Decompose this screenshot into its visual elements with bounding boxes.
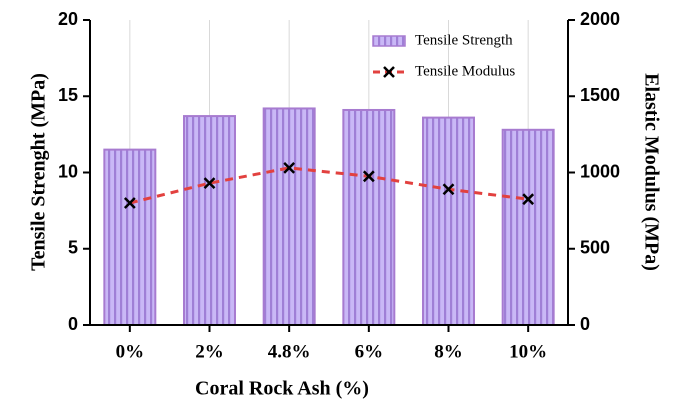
y2-tick-label: 1500 [580,85,620,105]
y-tick-label: 10 [58,161,78,181]
legend-swatch [372,35,406,47]
x-tick-label: 2% [195,341,224,362]
y2-tick-label: 0 [580,314,590,334]
marker [442,183,455,196]
legend-marker [383,66,395,78]
x-tick-label: 8% [434,341,463,362]
x-tick-label: 10% [509,341,547,362]
bar [501,128,555,326]
y-tick-label: 15 [58,85,78,105]
bar [262,107,316,326]
y2-tick-label: 2000 [580,9,620,29]
y2-tick-label: 500 [580,238,610,258]
bar [103,148,157,326]
bar [183,115,236,326]
legend-label: Tensile Strength [415,32,513,48]
x-tick-label: 0% [116,341,145,362]
line [129,166,529,205]
marker [362,170,375,183]
y-axis-label: Tensile Strenght (MPa) [28,73,50,271]
y2-axis-label: Elastic Modulus (MPa) [640,73,662,271]
bar [422,116,475,326]
marker [203,177,216,190]
x-tick-label: 4.8% [268,341,311,362]
y-tick-label: 20 [58,9,78,29]
marker [283,162,296,174]
x-tick-label: 6% [355,341,384,362]
y2-tick-label: 1000 [580,161,620,181]
y-tick-label: 5 [68,238,78,258]
legend-label: Tensile Modulus [415,63,515,79]
marks [103,107,555,326]
bar [342,108,396,326]
marker [522,193,535,206]
marker [123,197,136,209]
x-axis-label: Coral Rock Ash (%) [195,378,369,400]
y-tick-label: 0 [68,314,78,334]
